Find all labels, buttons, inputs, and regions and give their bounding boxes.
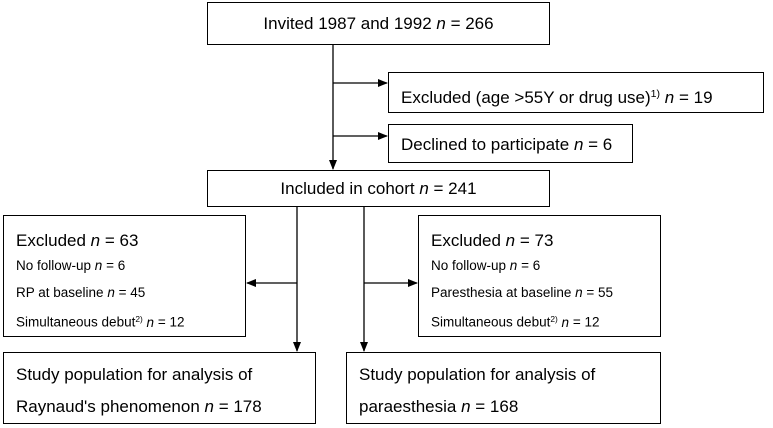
variable: n: [461, 397, 471, 416]
text: = 6: [102, 258, 126, 273]
text: = 6: [517, 258, 541, 273]
box: Excluded n = 63 No follow-up n = 6 RP at b…: [3, 215, 246, 337]
variable: n: [94, 258, 103, 273]
text: Declined to participate: [401, 135, 574, 154]
box-item: Simultaneous debut2) n = 12: [16, 306, 233, 336]
box: Study population for analysis of Raynaud'…: [3, 352, 316, 424]
box-line: paraesthesia n = 168: [359, 391, 648, 423]
text: = 63: [100, 231, 139, 250]
variable: n: [575, 285, 583, 300]
box: Study population for analysis of paraesth…: [346, 352, 661, 424]
text: Included in cohort: [280, 179, 420, 198]
box-title: Declined to participate n = 6: [401, 134, 620, 156]
box-title: Invited 1987 and 1992 n = 266: [220, 13, 537, 35]
box-item: Simultaneous debut2) n = 12: [431, 306, 648, 336]
text: Raynaud's phenomenon: [16, 397, 205, 416]
box: Included in cohort n = 241: [207, 170, 550, 207]
variable: n: [505, 231, 516, 250]
box: Excluded (age >55Y or drug use)1) n = 19: [388, 72, 764, 113]
text: Simultaneous debut: [16, 314, 136, 330]
text: = 241: [428, 179, 477, 198]
variable: n: [561, 314, 570, 330]
variable: n: [90, 231, 101, 250]
text: Simultaneous debut: [431, 314, 551, 330]
variable: n: [419, 179, 429, 198]
box-line: Study population for analysis of: [16, 359, 303, 391]
text: paraesthesia: [359, 397, 462, 416]
variable: n: [436, 14, 446, 33]
text: = 73: [515, 231, 554, 250]
text: No follow-up: [431, 258, 510, 273]
box-line: Raynaud's phenomenon n = 178: [16, 391, 303, 423]
text: Excluded: [431, 231, 506, 250]
text: = 6: [583, 135, 613, 154]
text: RP at baseline: [16, 285, 108, 300]
box: Declined to participate n = 6: [388, 124, 633, 163]
variable: n: [509, 258, 518, 273]
variable: n: [573, 135, 584, 154]
text: = 45: [114, 285, 146, 300]
text: = 55: [582, 285, 614, 300]
box-title: Excluded (age >55Y or drug use)1) n = 19: [401, 83, 751, 109]
footnote-mark: 1): [650, 88, 661, 100]
box-title: Excluded n = 73: [431, 230, 648, 252]
text: = 19: [674, 87, 713, 107]
text: Paresthesia at baseline: [431, 285, 576, 300]
text: Excluded (age >55Y or drug use): [401, 87, 651, 107]
variable: n: [664, 87, 675, 107]
box: Invited 1987 and 1992 n = 266: [207, 2, 550, 45]
footnote-mark: 2): [550, 314, 558, 324]
text: Excluded: [16, 231, 91, 250]
box-item: RP at baseline n = 45: [16, 279, 233, 306]
box-title: Included in cohort n = 241: [220, 178, 537, 200]
text: = 266: [445, 14, 494, 33]
box-item: Paresthesia at baseline n = 55: [431, 279, 648, 306]
variable: n: [204, 397, 214, 416]
text: No follow-up: [16, 258, 95, 273]
box-line: Study population for analysis of: [359, 359, 648, 391]
text: Invited 1987 and 1992: [263, 14, 437, 33]
box-item: No follow-up n = 6: [16, 252, 233, 279]
text: = 12: [569, 314, 600, 330]
footnote-mark: 2): [135, 314, 143, 324]
text: Study population for analysis of: [16, 365, 253, 384]
text: = 168: [470, 397, 519, 416]
box: Excluded n = 73 No follow-up n = 6 Paresth…: [418, 215, 661, 337]
text: = 12: [154, 314, 185, 330]
variable: n: [146, 314, 155, 330]
variable: n: [107, 285, 115, 300]
box-title: Excluded n = 63: [16, 230, 233, 252]
box-item: No follow-up n = 6: [431, 252, 648, 279]
text: Study population for analysis of: [359, 365, 596, 384]
text: = 178: [213, 397, 262, 416]
